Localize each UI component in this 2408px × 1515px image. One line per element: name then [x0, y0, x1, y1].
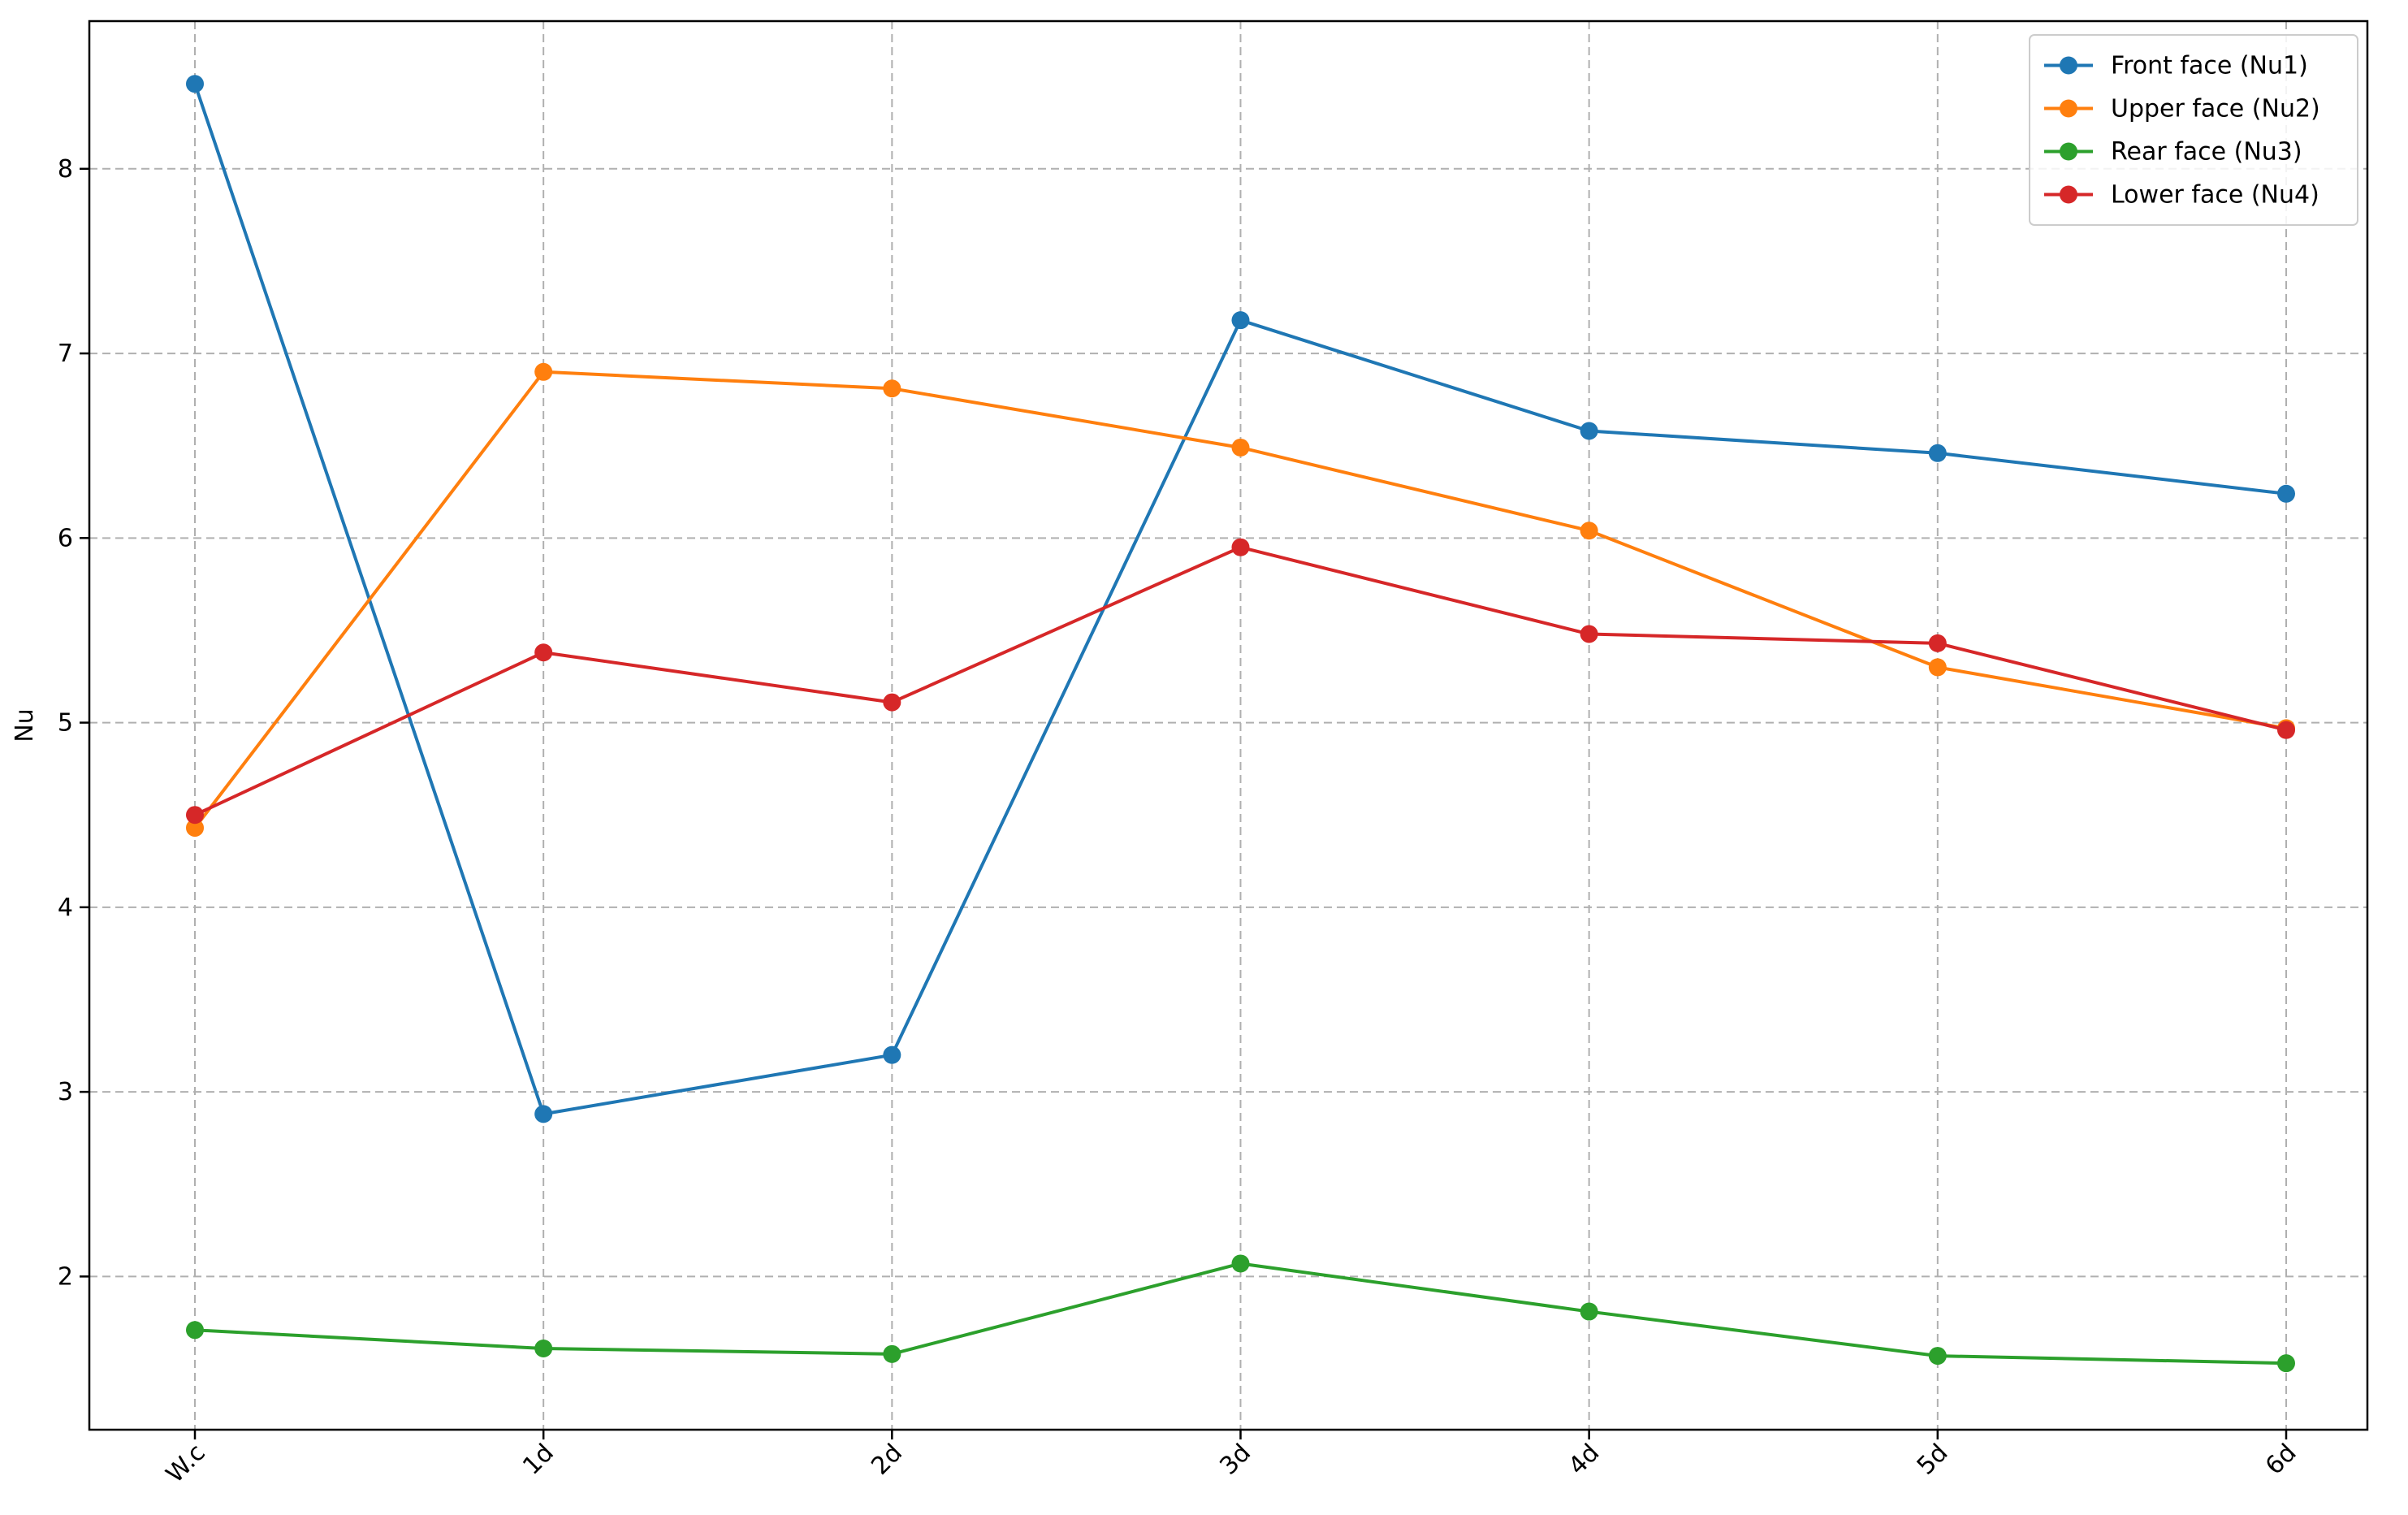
legend-marker: [2060, 56, 2077, 75]
y-tick-label: 5: [58, 709, 73, 738]
x-axis: W.c 1d 2d 3d 4d 5d 6d: [161, 1430, 2302, 1489]
x-tick-label: 1d: [517, 1439, 560, 1481]
data-point[interactable]: [883, 379, 901, 398]
legend-marker: [2060, 185, 2077, 204]
legend-label: Lower face (Nu4): [2111, 181, 2319, 210]
data-point[interactable]: [186, 806, 204, 825]
legend-marker: [2060, 142, 2077, 161]
y-tick-label: 4: [58, 894, 73, 922]
data-point[interactable]: [534, 362, 553, 381]
series-3: [186, 1254, 2295, 1373]
legend-marker: [2060, 99, 2077, 118]
y-tick-label: 7: [58, 340, 73, 368]
data-point[interactable]: [1928, 658, 1947, 677]
legend-label: Upper face (Nu2): [2111, 95, 2320, 123]
legend-label: Front face (Nu1): [2111, 52, 2308, 80]
x-tick-label: 4d: [1563, 1439, 1606, 1481]
legend-item[interactable]: Upper face (Nu2): [2044, 95, 2320, 123]
data-point[interactable]: [534, 1105, 553, 1123]
data-point[interactable]: [186, 75, 204, 93]
series-1: [186, 75, 2295, 1123]
axes-frame: [88, 19, 2369, 1431]
legend-label: Rear face (Nu3): [2111, 138, 2302, 167]
data-point[interactable]: [1231, 1254, 1250, 1273]
y-tick-label: 8: [58, 155, 73, 184]
series-2: [186, 362, 2295, 838]
data-point[interactable]: [1231, 538, 1250, 556]
legend-item[interactable]: Front face (Nu1): [2044, 52, 2308, 80]
x-tick-label: 2d: [866, 1439, 908, 1481]
data-point[interactable]: [1580, 625, 1598, 643]
data-point[interactable]: [1928, 1347, 1947, 1366]
data-point[interactable]: [2277, 1354, 2295, 1373]
legend[interactable]: Front face (Nu1) Upper face (Nu2) Rear fac…: [2029, 34, 2358, 226]
data-point[interactable]: [186, 819, 204, 838]
data-point[interactable]: [883, 693, 901, 712]
x-tick-label: 3d: [1214, 1439, 1256, 1481]
data-point[interactable]: [1928, 634, 1947, 652]
series-4: [186, 538, 2295, 825]
x-tick-label: 6d: [2260, 1439, 2302, 1481]
legend-box: [2029, 34, 2358, 226]
data-point[interactable]: [534, 643, 553, 662]
data-point[interactable]: [1580, 1302, 1598, 1321]
y-axis-label: Nu: [11, 708, 39, 742]
data-point[interactable]: [1928, 444, 1947, 462]
data-point[interactable]: [2277, 484, 2295, 503]
data-point[interactable]: [2277, 721, 2295, 739]
data-point[interactable]: [1580, 522, 1598, 540]
data-point[interactable]: [186, 1321, 204, 1340]
legend-item[interactable]: Lower face (Nu4): [2044, 181, 2319, 210]
data-point[interactable]: [1580, 422, 1598, 440]
data-point[interactable]: [883, 1045, 901, 1064]
series-layer: [186, 75, 2295, 1373]
y-tick-label: 3: [58, 1078, 73, 1106]
y-tick-label: 2: [58, 1262, 73, 1291]
data-point[interactable]: [883, 1344, 901, 1363]
x-tick-label: W.c: [161, 1439, 211, 1489]
y-tick-label: 6: [58, 524, 73, 552]
data-point[interactable]: [1231, 311, 1250, 330]
y-axis: 2 3 4 5 6 7 8: [58, 155, 89, 1291]
grid: [89, 21, 2367, 1430]
data-point[interactable]: [534, 1340, 553, 1358]
legend-item[interactable]: Rear face (Nu3): [2044, 138, 2302, 167]
x-tick-label: 5d: [1912, 1439, 1954, 1481]
data-point[interactable]: [1231, 438, 1250, 457]
